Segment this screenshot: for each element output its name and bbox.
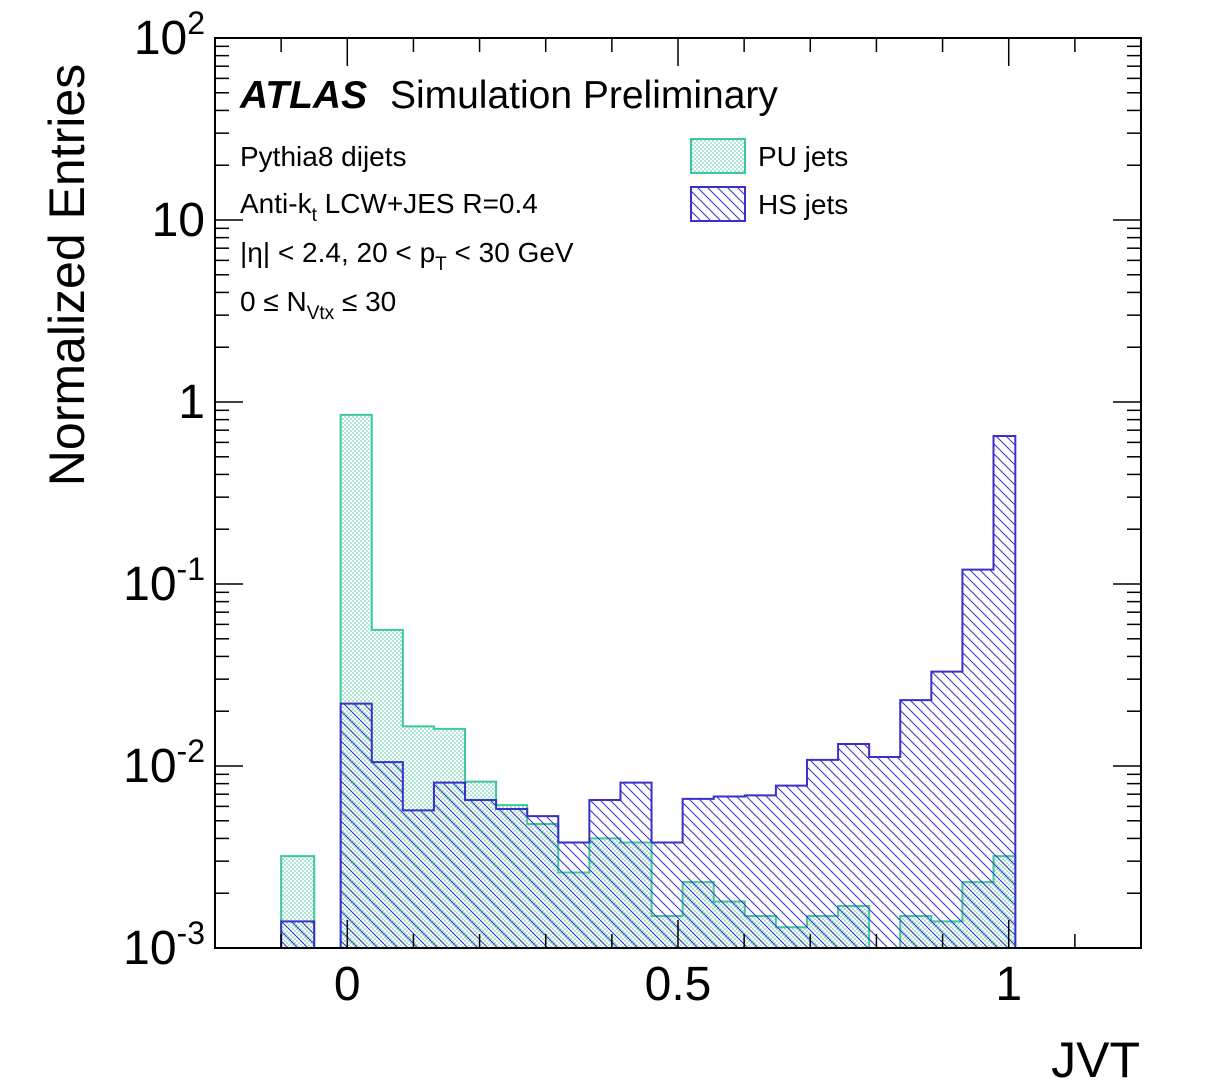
bin-1-3	[402, 810, 434, 948]
y-tick-label-3: 1	[178, 376, 205, 429]
info-line-kinematics: |η| < 2.4, 20 < pT < 30 GeV	[240, 237, 574, 275]
x-tick-label-2: 1	[995, 958, 1022, 1011]
bin-1-6	[496, 809, 528, 948]
bin-1-10	[620, 782, 652, 948]
info-line-vertices: 0 ≤ NVtx ≤ 30	[240, 286, 396, 324]
bin-1-19	[900, 700, 932, 948]
axis-tick-labels: 0 0.5 1 10-3 10-2 10-1 1 10 102	[123, 5, 1022, 1011]
atlas-label: ATLAS Simulation Preliminary	[239, 74, 778, 117]
bin-1-13	[713, 796, 745, 948]
bin-1-7	[527, 816, 559, 948]
legend-entry-hs: HS jets	[690, 186, 848, 222]
info-line-jets: Anti-kt LCW+JES R=0.4	[240, 188, 538, 226]
y-tick-label-1: 10-2	[123, 733, 205, 793]
bin-1-4	[433, 782, 466, 948]
legend-label-pu: PU jets	[758, 141, 848, 172]
bin-1-0	[281, 921, 315, 948]
legend-swatch-hs	[690, 186, 746, 222]
y-axis-label: Normalized Entries	[39, 64, 95, 486]
bin-1-17	[838, 744, 870, 948]
bin-1-20	[931, 671, 963, 948]
y-tick-label-5: 102	[134, 5, 205, 65]
bin-1-12	[682, 798, 714, 948]
bin-1-22	[993, 436, 1016, 948]
bin-1-16	[806, 759, 839, 948]
legend-swatch-pu	[690, 138, 746, 174]
x-axis-label: JVT	[1051, 1032, 1140, 1088]
bin-1-2	[371, 762, 403, 948]
series-hs-jets	[280, 435, 1017, 948]
x-tick-label-1: 0.5	[645, 958, 712, 1011]
y-tick-label-4: 10	[152, 194, 205, 247]
legend-entry-pu: PU jets	[690, 138, 848, 174]
legend-label-hs: HS jets	[758, 189, 848, 220]
info-line-generator: Pythia8 dijets	[240, 141, 407, 172]
y-tick-label-0: 10-3	[123, 915, 205, 975]
bin-1-15	[775, 785, 807, 948]
bin-1-5	[465, 800, 497, 948]
bin-1-1	[340, 703, 372, 948]
axis-ticks	[214, 38, 1142, 949]
bin-1-18	[869, 757, 901, 948]
atlas-bold: ATLAS	[239, 74, 367, 117]
bin-1-21	[962, 569, 994, 948]
svg-text:ATLAS Simulation Prelimi: ATLAS Simulation Preliminary	[239, 74, 778, 117]
series-layer	[280, 413, 1017, 948]
y-tick-label-2: 10-1	[123, 551, 205, 611]
bin-1-8	[558, 842, 590, 948]
legend: PU jets HS jets	[690, 138, 848, 222]
x-tick-label-0: 0	[334, 958, 361, 1011]
bin-1-9	[589, 800, 621, 948]
atlas-rest: Simulation Preliminary	[390, 74, 778, 117]
info-annotations: Pythia8 dijets Anti-kt LCW+JES R=0.4 |η|…	[240, 141, 574, 324]
bin-1-14	[744, 795, 776, 948]
